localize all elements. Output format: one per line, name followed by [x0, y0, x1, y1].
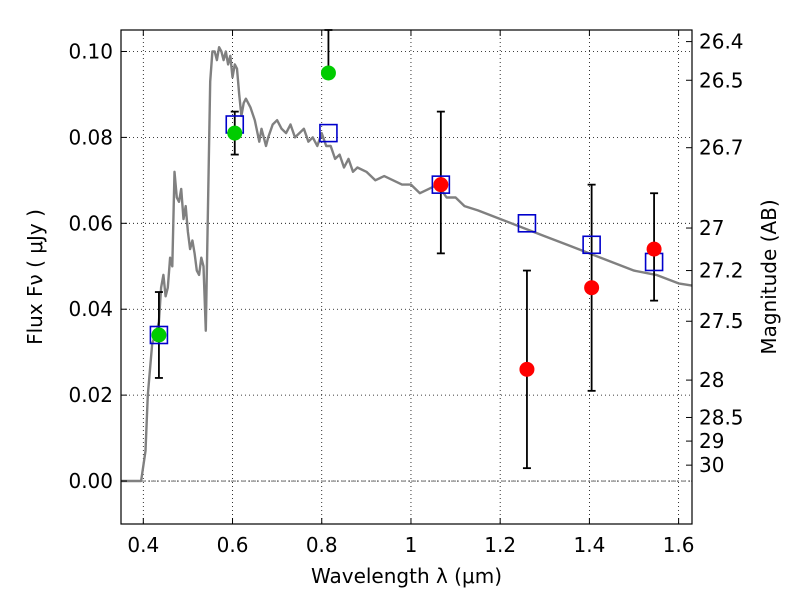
data-point — [227, 125, 243, 141]
model-square — [319, 123, 338, 143]
right-tick-label: 29 — [699, 429, 724, 453]
axis-ticks — [121, 30, 692, 524]
data-point — [320, 65, 336, 81]
data-point — [646, 241, 662, 257]
right-tick-label: 27 — [699, 216, 724, 240]
model-square — [149, 325, 169, 345]
right-tick-label: 30 — [699, 453, 724, 477]
photometry-markers — [149, 65, 664, 377]
right-tick-label: 26.4 — [699, 30, 744, 54]
right-tick-label: 26.7 — [699, 136, 744, 160]
right-tick-label: 28.5 — [699, 405, 744, 429]
y-tick-label: 0.04 — [68, 297, 113, 321]
y-tick-label: 0.10 — [68, 39, 113, 63]
data-point — [584, 280, 600, 296]
y-tick-label: 0.00 — [68, 469, 113, 493]
spectrum-line — [121, 46, 693, 483]
x-tick-label: 0.8 — [306, 533, 338, 557]
model-square — [517, 214, 537, 233]
y-tick-label: 0.08 — [68, 125, 113, 149]
x-tick-label: 1 — [405, 533, 418, 557]
y-tick-label: 0.06 — [68, 211, 113, 235]
x-tick-label: 0.6 — [217, 533, 249, 557]
y-tick-label: 0.02 — [68, 383, 113, 407]
x-tick-label: 1.6 — [663, 533, 695, 557]
right-tick-label: 27.2 — [699, 259, 744, 283]
data-point — [151, 327, 167, 343]
data-point — [519, 361, 535, 377]
x-tick-label: 1.4 — [573, 533, 605, 557]
model-spectrum — [121, 46, 693, 483]
y-axis-label: Flux Fν ( μJy ) — [23, 209, 47, 345]
right-tick-label: 27.5 — [699, 309, 744, 333]
model-square — [431, 175, 451, 194]
right-tick-label: 26.5 — [699, 68, 744, 92]
right-axis-label: Magnitude (AB) — [757, 199, 781, 354]
x-tick-label: 1.2 — [484, 533, 516, 557]
plot-frame — [120, 29, 693, 525]
tick-labels: 0.4 0.6 0.8 1 1.2 1.4 1.6 0.00 0.02 0.04 0.06 0.08 0… — [68, 30, 743, 557]
x-tick-label: 0.4 — [127, 533, 159, 557]
x-axis-label: Wavelength λ (μm) — [311, 564, 502, 588]
right-tick-label: 28 — [699, 368, 724, 392]
model-square — [582, 235, 601, 255]
data-point — [433, 177, 449, 193]
